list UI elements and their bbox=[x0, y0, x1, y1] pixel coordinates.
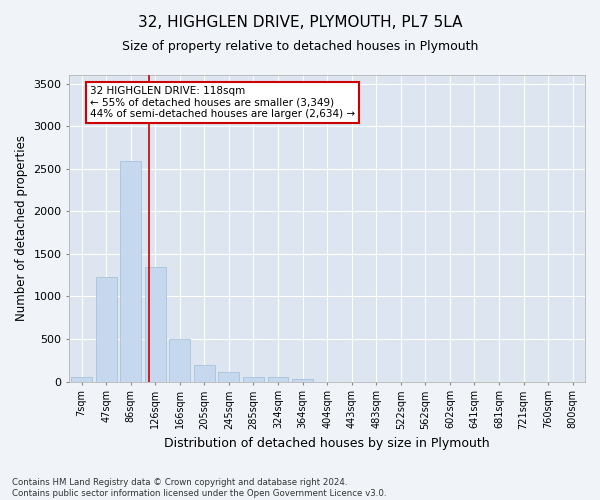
Bar bbox=[120, 161, 141, 382]
Text: Size of property relative to detached houses in Plymouth: Size of property relative to detached ho… bbox=[122, 40, 478, 53]
X-axis label: Distribution of detached houses by size in Plymouth: Distribution of detached houses by size … bbox=[164, 437, 490, 450]
Text: Contains HM Land Registry data © Crown copyright and database right 2024.
Contai: Contains HM Land Registry data © Crown c… bbox=[12, 478, 386, 498]
Bar bbox=[169, 339, 190, 382]
Bar bbox=[218, 372, 239, 382]
Bar bbox=[243, 378, 264, 382]
Bar bbox=[96, 277, 116, 382]
Bar bbox=[292, 378, 313, 382]
Text: 32, HIGHGLEN DRIVE, PLYMOUTH, PL7 5LA: 32, HIGHGLEN DRIVE, PLYMOUTH, PL7 5LA bbox=[138, 15, 462, 30]
Bar bbox=[268, 378, 289, 382]
Bar bbox=[71, 378, 92, 382]
Bar bbox=[145, 268, 166, 382]
Y-axis label: Number of detached properties: Number of detached properties bbox=[15, 136, 28, 322]
Bar bbox=[194, 366, 215, 382]
Text: 32 HIGHGLEN DRIVE: 118sqm
← 55% of detached houses are smaller (3,349)
44% of se: 32 HIGHGLEN DRIVE: 118sqm ← 55% of detac… bbox=[90, 86, 355, 119]
